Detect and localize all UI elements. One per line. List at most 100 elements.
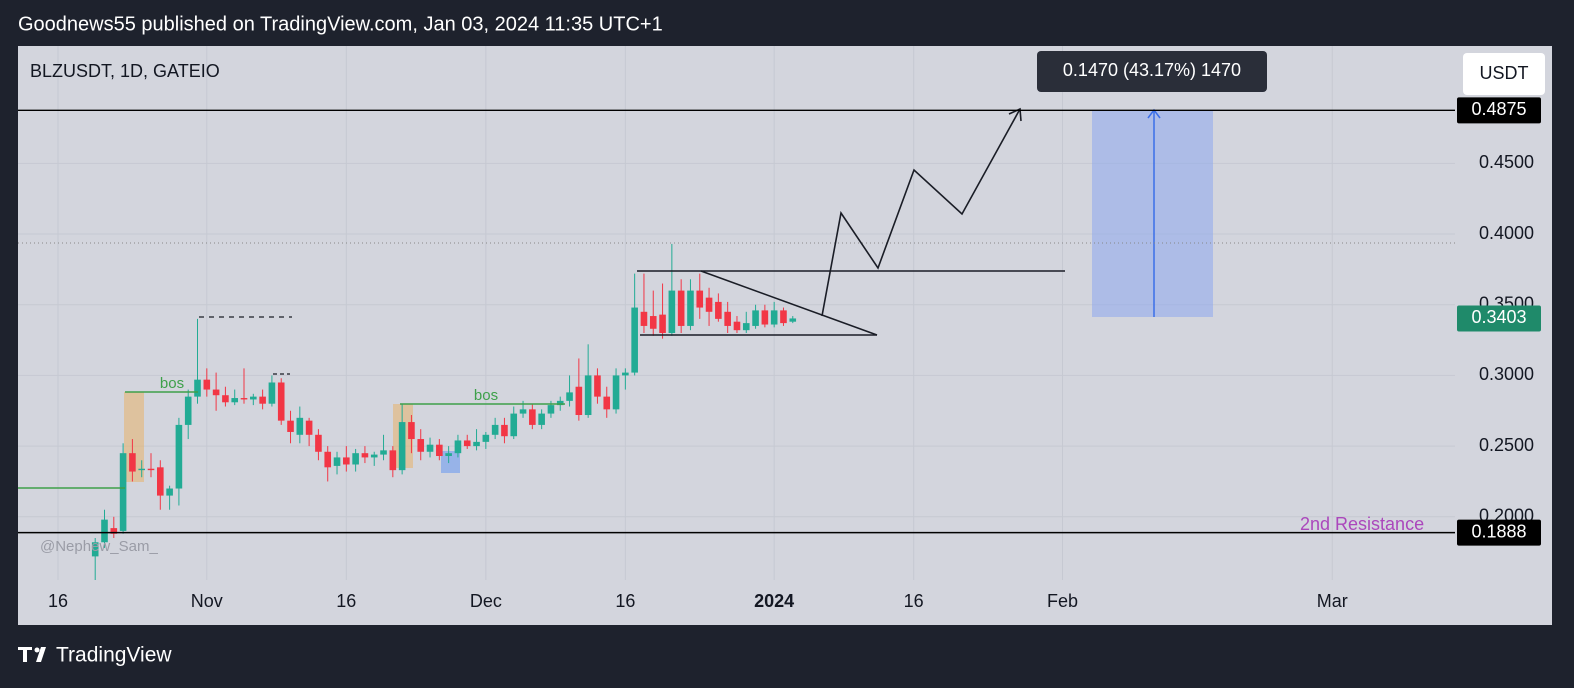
candle-body (668, 290, 676, 334)
candle-body (594, 375, 601, 397)
measure-label: 0.1470 (43.17%) 1470 (1063, 60, 1241, 80)
logo-mark (18, 647, 32, 662)
candle-body (584, 375, 592, 416)
candle-body (203, 379, 211, 390)
candle-body (501, 424, 508, 437)
candle-body (687, 290, 694, 326)
candle-body (510, 413, 518, 437)
y-tick-label: 0.4000 (1479, 223, 1534, 243)
candle-body (677, 290, 685, 326)
candle-body (380, 450, 387, 455)
candle-body (649, 316, 657, 329)
watermark: @Nephew_Sam_ (40, 538, 158, 555)
candle-body (324, 451, 332, 468)
candle-body (789, 318, 797, 322)
candle-body (742, 323, 750, 331)
footer-logo (18, 647, 46, 662)
candle-body (101, 519, 108, 543)
candle-body (436, 444, 443, 457)
candle-body (389, 450, 397, 471)
candle-body (454, 440, 462, 454)
x-tick-label: Dec (470, 591, 502, 611)
measure-box (1092, 110, 1213, 317)
candle-body (491, 424, 499, 435)
candle-body (529, 409, 536, 425)
candle-body (259, 396, 266, 404)
order-block (441, 451, 460, 473)
price-label-box (1457, 97, 1541, 124)
projection-path (821, 108, 1021, 317)
candle-body (250, 396, 257, 400)
candle-body (398, 422, 406, 471)
candle-body (724, 311, 731, 326)
price-label-box (1457, 305, 1541, 332)
x-tick-label: Mar (1317, 591, 1348, 611)
candle-body (752, 310, 759, 326)
candle-body (556, 400, 564, 406)
candle-body (733, 321, 741, 331)
candle-body (119, 453, 127, 531)
candle-body (519, 409, 527, 414)
candle-body (212, 389, 220, 396)
grid (18, 46, 1455, 580)
x-tick-label: 16 (336, 591, 356, 611)
candle-body (659, 314, 666, 334)
candle-body (780, 310, 787, 324)
currency-button[interactable] (1463, 53, 1545, 95)
candle-body (296, 417, 304, 435)
candle-body (547, 405, 555, 414)
candle-body (566, 392, 573, 401)
measure-label-box (1037, 51, 1267, 92)
y-tick-label: 0.2500 (1479, 435, 1534, 455)
candle-body (473, 441, 480, 447)
x-tick-label: 16 (904, 591, 924, 611)
currency-button-label[interactable]: USDT (1480, 63, 1529, 83)
candle-body (240, 398, 248, 400)
candle-body (194, 379, 201, 397)
drawings (18, 107, 1455, 489)
projection-arrow-head (1008, 107, 1022, 122)
x-tick-label: 16 (48, 591, 68, 611)
candle-body (445, 453, 452, 457)
candle-body (91, 542, 99, 557)
candle-body (370, 454, 378, 458)
candle-body (612, 375, 620, 410)
logo-mark (36, 647, 46, 662)
x-tick-label: Feb (1047, 591, 1078, 611)
candle-body (408, 422, 415, 440)
symbol-title: BLZUSDT, 1D, GATEIO (30, 61, 220, 81)
y-tick-label: 0.3000 (1479, 364, 1534, 384)
candle-body (361, 453, 369, 458)
candle-body (482, 434, 490, 442)
candle-body (417, 439, 425, 452)
x-tick-label: 2024 (754, 591, 794, 611)
candle-body (622, 372, 629, 376)
candle-body (184, 396, 192, 425)
x-tick-label: 16 (615, 591, 635, 611)
bos-label: bos (474, 387, 498, 404)
candle-body (231, 398, 239, 403)
footer-brand: TradingView (56, 644, 172, 667)
bos-label: bos (160, 375, 184, 392)
y-tick-label: 0.4500 (1479, 152, 1534, 172)
candle-body (715, 301, 722, 319)
price-label: 0.1888 (1471, 521, 1526, 541)
x-tick-label: Nov (191, 591, 223, 611)
resistance-label: 2nd Resistance (1300, 514, 1424, 534)
price-label: 0.4875 (1471, 99, 1526, 119)
candle-body (315, 434, 322, 452)
candle-body (222, 395, 229, 403)
candle-body (603, 396, 611, 410)
logo-mark (34, 647, 40, 653)
candle-body (770, 310, 778, 325)
price-label: 0.3403 (1471, 307, 1526, 327)
candle-body (277, 382, 285, 421)
candle-body (463, 440, 471, 447)
candle-body (147, 468, 155, 471)
candle-body (129, 453, 136, 472)
candle-body (575, 386, 583, 416)
candle-body (538, 413, 545, 425)
candle-body (426, 444, 434, 452)
candle-body (110, 528, 118, 534)
